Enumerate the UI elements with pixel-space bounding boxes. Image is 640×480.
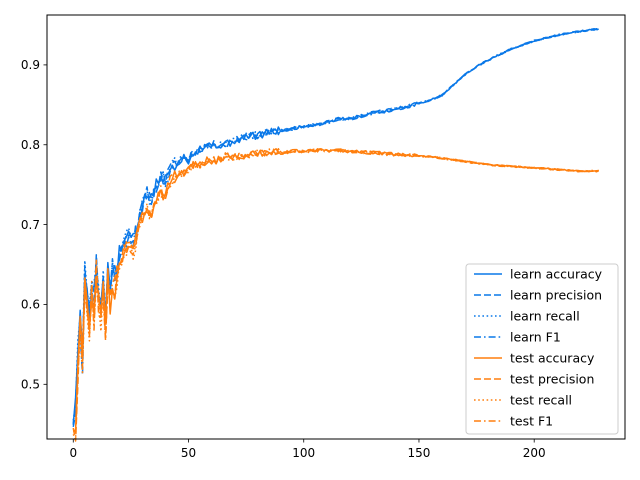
legend-label-learn-accuracy: learn accuracy xyxy=(510,267,603,282)
legend-label-learn-f1: learn F1 xyxy=(510,330,561,345)
legend: learn accuracy learn precision learn recal… xyxy=(465,263,619,435)
legend-label-test-precision: test precision xyxy=(510,372,594,387)
series-line-learn-f1 xyxy=(72,27,599,426)
series-layer xyxy=(72,27,600,442)
x-tick-label: 50 xyxy=(181,446,196,460)
legend-items: learn accuracy learn precision learn recal… xyxy=(474,267,603,429)
legend-label-learn-recall: learn recall xyxy=(510,309,580,324)
y-tick-label: 0.9 xyxy=(21,58,40,72)
legend-label-test-accuracy: test accuracy xyxy=(510,351,595,366)
series-line-test-accuracy xyxy=(72,148,599,433)
x-tick-label: 150 xyxy=(408,446,431,460)
y-tick-label: 0.8 xyxy=(21,138,40,152)
legend-label-learn-precision: learn precision xyxy=(510,288,602,303)
x-tick-label: 200 xyxy=(523,446,546,460)
y-tick-label: 0.7 xyxy=(21,218,40,232)
x-tick-label: 100 xyxy=(292,446,315,460)
y-tick-label: 0.6 xyxy=(21,298,40,312)
y-tick-label: 0.5 xyxy=(21,378,40,392)
x-tick-label: 0 xyxy=(69,446,77,460)
legend-label-test-f1: test F1 xyxy=(510,414,553,429)
legend-box xyxy=(465,263,619,435)
legend-label-test-recall: test recall xyxy=(510,393,572,408)
series-line-learn-accuracy xyxy=(72,28,599,424)
ticks-layer: 0 50 100 150 200 0.5 0.6 0.7 0.8 0.9 xyxy=(21,58,546,460)
axes-frame xyxy=(46,14,626,440)
